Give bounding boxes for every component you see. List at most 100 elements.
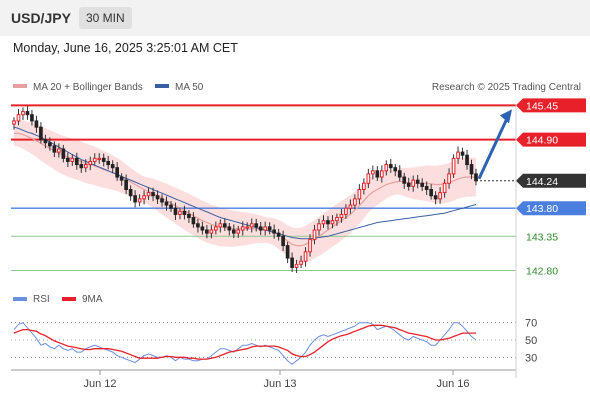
candle xyxy=(115,162,119,181)
candle xyxy=(110,160,115,174)
candle xyxy=(344,204,348,219)
candle xyxy=(48,137,52,151)
timestamp: Monday, June 16, 2025 3:25:01 AM CET xyxy=(13,41,238,55)
candle xyxy=(406,177,411,191)
candle-body xyxy=(52,145,57,153)
candle xyxy=(447,168,451,189)
forecast-arrow xyxy=(477,109,512,180)
candle xyxy=(178,207,182,220)
candle-body xyxy=(272,229,276,234)
key-levels xyxy=(11,104,516,272)
candle xyxy=(451,154,456,178)
rsi-tick-30: 30 xyxy=(525,352,537,364)
candle-body xyxy=(200,226,205,231)
candle-body xyxy=(115,167,119,178)
candle xyxy=(169,200,173,213)
ma50-legend-label: MA 50 xyxy=(175,82,204,93)
candle xyxy=(348,199,353,214)
candle xyxy=(52,141,57,158)
candle xyxy=(379,165,384,183)
candle-body xyxy=(196,223,200,228)
rsi-ma-legend-label: 9MA xyxy=(82,294,103,305)
x-tick-label: Jun 16 xyxy=(436,378,469,390)
candle-body xyxy=(25,111,30,116)
candle xyxy=(469,159,474,180)
candle-body xyxy=(263,226,268,231)
candle xyxy=(200,221,205,235)
price-legend: MA 20 + Bollinger Bands MA 50 Research ©… xyxy=(13,82,581,93)
level-label-145.45: 145.45 xyxy=(526,100,558,112)
bollinger-bands xyxy=(14,120,476,264)
candle-body xyxy=(460,151,465,156)
candle-body xyxy=(209,229,214,234)
candle xyxy=(187,210,191,223)
candle xyxy=(209,225,214,239)
candle xyxy=(182,205,187,220)
candle xyxy=(393,163,398,177)
candle-body xyxy=(92,157,97,162)
candle-body xyxy=(290,257,294,268)
candle-body xyxy=(74,157,79,166)
candle-body xyxy=(12,120,16,125)
candle xyxy=(272,224,276,239)
candle xyxy=(254,218,259,232)
candle-body xyxy=(388,164,393,169)
candle xyxy=(402,172,407,189)
candle xyxy=(335,213,339,226)
candle-body xyxy=(155,195,160,200)
candle-body xyxy=(339,213,344,219)
candle-body xyxy=(214,226,218,231)
candle-body xyxy=(402,176,407,184)
candle xyxy=(366,168,371,189)
rsi-legend-swatch xyxy=(13,297,27,301)
candle-body xyxy=(303,251,308,262)
candle-body xyxy=(254,223,259,228)
credit-label: Research © 2025 Trading Central xyxy=(432,82,581,93)
candle xyxy=(362,178,366,195)
candle-body xyxy=(83,164,88,169)
candle xyxy=(146,187,151,200)
candle xyxy=(465,149,469,170)
level-tag-143.80 xyxy=(516,201,586,216)
candle xyxy=(106,156,111,170)
candle xyxy=(43,134,48,149)
candle-body xyxy=(267,226,272,231)
candle-body xyxy=(321,220,326,225)
candle-body xyxy=(397,170,402,178)
candle xyxy=(70,154,75,166)
candle xyxy=(317,218,321,236)
candle xyxy=(151,187,155,202)
bollinger-band-fill xyxy=(14,120,476,264)
candle xyxy=(124,174,128,195)
candle xyxy=(142,190,146,205)
level-label-144.90: 144.90 xyxy=(526,135,558,147)
candle-body xyxy=(312,229,317,240)
candle-body xyxy=(79,164,84,169)
candle-body xyxy=(16,114,21,122)
candle-body xyxy=(429,189,433,197)
level-labels: 145.45 144.90 144.24 143.80 143.35 142.80 xyxy=(516,98,586,278)
candle xyxy=(133,190,137,208)
candle-body xyxy=(173,207,178,215)
candle-body xyxy=(88,160,93,166)
candle-body xyxy=(335,217,339,222)
candle-body xyxy=(442,182,447,194)
ma20-legend-swatch xyxy=(13,84,27,88)
candle-body xyxy=(285,245,290,259)
candle-body xyxy=(326,220,330,225)
candle xyxy=(227,223,232,236)
timeframe-badge[interactable]: 30 MIN xyxy=(79,7,132,29)
candle xyxy=(460,147,465,160)
candle-body xyxy=(276,232,281,237)
forecast-arrow-shaft xyxy=(477,115,510,180)
candle xyxy=(218,219,223,233)
candle xyxy=(240,221,245,236)
candle-body xyxy=(101,157,106,162)
level-label-142.80: 142.80 xyxy=(526,266,558,278)
candle xyxy=(357,184,362,205)
candle-body xyxy=(137,198,142,203)
candle-body xyxy=(218,223,223,228)
candle-body xyxy=(433,195,438,200)
candle-body xyxy=(424,185,429,190)
candle xyxy=(375,166,380,181)
